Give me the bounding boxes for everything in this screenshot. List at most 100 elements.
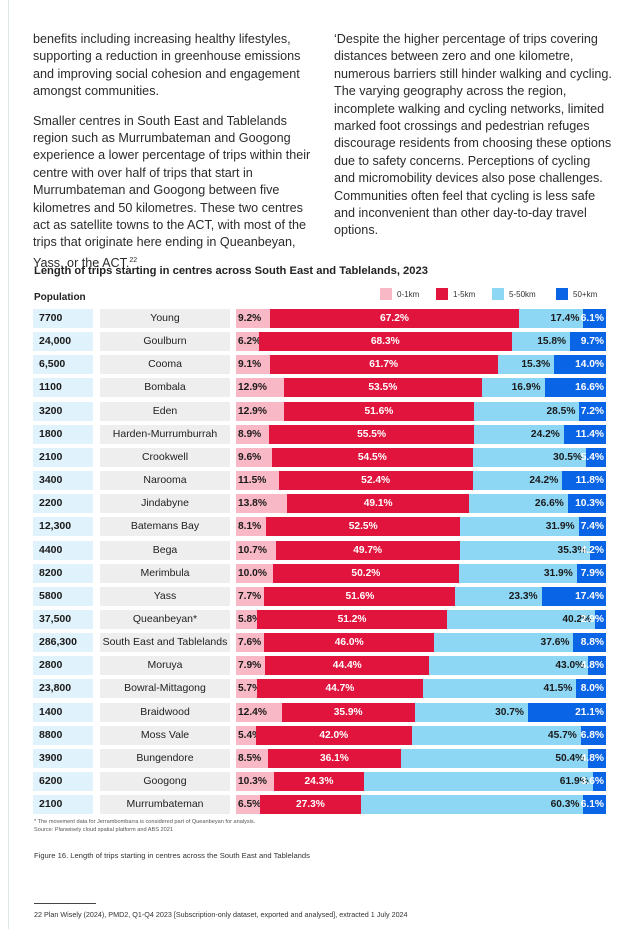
- data-label: 11.8%: [575, 475, 604, 487]
- bar-segment-5-50km: [401, 748, 589, 768]
- bar-segment-5-50km: [446, 609, 596, 629]
- bar-segment-5-50km: [474, 401, 580, 421]
- data-label: 31.9%: [543, 567, 573, 579]
- centre-name: Merimbula: [100, 563, 230, 583]
- data-label: 60.3%: [550, 799, 580, 811]
- data-label: 67.2%: [380, 313, 409, 324]
- data-label: 5.4%: [580, 451, 604, 463]
- bar-segment-5-50km: [458, 563, 577, 583]
- stacked-bar: 7.7% 51.6% 23.3% 17.4%: [236, 586, 606, 606]
- data-label: 21.1%: [575, 706, 604, 718]
- body-paragraph: Smaller centres in South East and Tablel…: [33, 113, 313, 273]
- bar-segment-50pluskm: [583, 309, 606, 328]
- data-label: 37.6%: [540, 637, 570, 649]
- data-label: 9.1%: [238, 359, 262, 371]
- centre-name: Batemans Bay: [100, 517, 230, 537]
- data-label: 5.7%: [238, 683, 262, 695]
- bar-segment-5-50km: [360, 795, 584, 815]
- bar-segment-50pluskm: [544, 378, 606, 398]
- bar-segment-5-50km: [511, 332, 571, 352]
- legend-swatch: [556, 288, 568, 300]
- stacked-bar: 6.2% 68.3% 15.8% 9.7%: [236, 332, 606, 352]
- population-value: 3400: [33, 471, 93, 491]
- data-label: 11.4%: [575, 428, 604, 440]
- bar-segment-50pluskm: [579, 401, 606, 421]
- bar-segment-0-1km: [236, 633, 265, 653]
- bar-segment-0-1km: [236, 517, 266, 537]
- body-paragraph-text: Smaller centres in South East and Tablel…: [33, 113, 311, 271]
- data-label: 6.8%: [580, 729, 604, 741]
- data-label: 17.4%: [550, 313, 580, 324]
- bar-segment-5-50km: [518, 309, 584, 328]
- body-text-right-column: ‘Despite the higher percentage of trips …: [334, 31, 614, 252]
- data-label: 30.7%: [495, 706, 524, 718]
- stacked-bar: 8.1% 52.5% 31.9% 7.4%: [236, 517, 606, 537]
- bar-segment-50pluskm: [576, 679, 606, 699]
- bar-segment-0-1km: [236, 609, 258, 629]
- population-column-header: Population: [34, 292, 86, 303]
- bar-segment-0-1km: [236, 332, 259, 352]
- chart-row: 2100 Crookwell 9.6% 54.5% 30.5% 5.4%: [0, 447, 641, 467]
- legend-swatch: [380, 288, 392, 300]
- data-label: 4.8%: [580, 660, 604, 672]
- data-label: 16.9%: [511, 382, 541, 394]
- data-label: 36.1%: [319, 752, 349, 764]
- stacked-bar: 5.8% 51.2% 40.2% 2.9%: [236, 609, 606, 629]
- data-label: 6.5%: [238, 799, 262, 811]
- data-label: 15.8%: [537, 336, 567, 348]
- bar-segment-0-1km: [236, 378, 284, 398]
- data-label: 6.1%: [580, 313, 604, 324]
- bar-segment-0-1km: [236, 772, 275, 791]
- data-label: 12.9%: [238, 382, 267, 394]
- bar-segment-5-50km: [434, 633, 574, 653]
- chart-row: 5800 Yass 7.7% 51.6% 23.3% 17.4%: [0, 586, 641, 606]
- bar-segment-50pluskm: [567, 494, 606, 514]
- chart-row: 8200 Merimbula 10.0% 50.2% 31.9% 7.9%: [0, 563, 641, 583]
- centre-name: Jindabyne: [100, 494, 230, 514]
- bar-segment-0-1km: [236, 447, 272, 467]
- data-label: 31.9%: [545, 521, 575, 533]
- bar-segment-0-1km: [236, 656, 266, 676]
- bar-segment-1-5km: [264, 586, 456, 606]
- body-paragraph: benefits including increasing healthy li…: [33, 32, 301, 99]
- chart-row: 286,300 South East and Tablelands 7.6% 46.0…: [0, 633, 641, 653]
- stacked-bar: 5.4% 42.0% 45.7% 6.8%: [236, 725, 606, 745]
- data-label: 53.5%: [368, 382, 398, 394]
- bar-segment-50pluskm: [541, 586, 606, 606]
- data-label: 9.7%: [580, 336, 604, 348]
- data-label: 10.3%: [238, 776, 267, 787]
- bar-segment-1-5km: [274, 772, 364, 791]
- data-label: 3.6%: [580, 776, 604, 787]
- bar-segment-0-1km: [236, 424, 269, 444]
- population-value: 2100: [33, 795, 93, 815]
- data-label: 15.3%: [521, 359, 551, 371]
- centre-name: Eden: [100, 401, 230, 421]
- chart-row: 1800 Harden-Murrumburrah 8.9% 55.5% 24.2% 11.…: [0, 424, 641, 444]
- data-label: 61.7%: [369, 359, 399, 371]
- chart-row: 1100 Bombala 12.9% 53.5% 16.9% 16.6%: [0, 378, 641, 398]
- bar-segment-50pluskm: [554, 355, 606, 375]
- bar-segment-1-5km: [287, 494, 470, 514]
- bar-segment-50pluskm: [573, 633, 606, 653]
- legend-swatch: [492, 288, 504, 300]
- data-label: 41.5%: [543, 683, 573, 695]
- legend-label: 0-1km: [397, 290, 420, 299]
- population-value: 3200: [33, 401, 93, 421]
- footer-rule: [34, 903, 96, 904]
- bar-segment-50pluskm: [583, 795, 606, 815]
- bar-segment-5-50km: [363, 772, 593, 791]
- bar-segment-1-5km: [275, 540, 460, 560]
- population-value: 6,500: [33, 355, 93, 375]
- legend-label: 1-5km: [453, 290, 476, 299]
- bar-segment-50pluskm: [592, 772, 606, 791]
- bar-segment-5-50km: [422, 679, 577, 699]
- bar-segment-50pluskm: [586, 447, 606, 467]
- bar-segment-50pluskm: [595, 609, 606, 629]
- footnote-asterisk: * The movement data for Jerrambombarra i…: [34, 819, 256, 825]
- chart-row: 2800 Moruya 7.9% 44.4% 43.0% 4.8%: [0, 656, 641, 676]
- bar-segment-5-50km: [474, 424, 564, 444]
- stacked-bar: 8.9% 55.5% 24.2% 11.4%: [236, 424, 606, 444]
- population-value: 1400: [33, 702, 93, 722]
- data-label: 7.9%: [238, 660, 262, 672]
- data-label: 51.2%: [337, 613, 367, 625]
